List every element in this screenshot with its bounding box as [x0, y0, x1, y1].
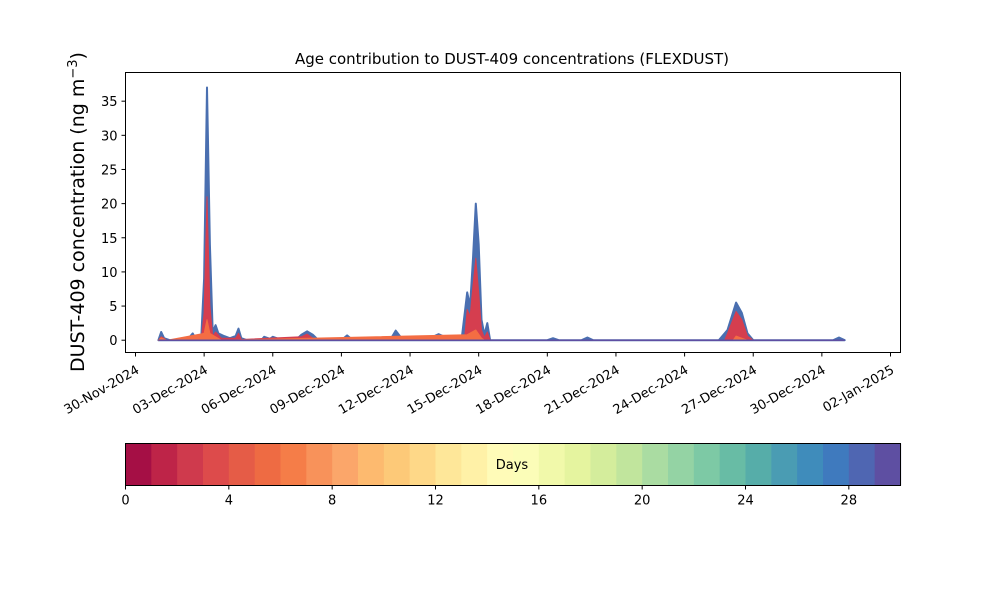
colorbar-bin [358, 443, 385, 486]
x-tick-label: 02-Jan-2025 [820, 363, 897, 416]
colorbar-bin [719, 443, 747, 486]
y-tick-label: 25 [101, 163, 118, 178]
x-tick-label: 30-Dec-2024 [748, 363, 828, 418]
colorbar-bin [306, 443, 333, 486]
x-tick-label: 03-Dec-2024 [130, 363, 210, 418]
y-axis-label: DUST-409 concentration (ng m−3) [66, 52, 89, 372]
colorbar-ticks: 0 4 8 12 16 20 24 28 [121, 485, 858, 509]
colorbar-tick-label: 0 [121, 494, 129, 509]
colorbar-bin [668, 443, 695, 486]
y-tick-label: 35 [101, 95, 118, 110]
colorbar-bin [228, 443, 256, 486]
y-tick-label: 30 [101, 129, 118, 144]
y-tick-label: 20 [101, 198, 118, 213]
colorbar-bin [797, 443, 824, 486]
colorbar-bin [874, 443, 902, 486]
colorbar-bin [745, 443, 772, 486]
colorbar-tick-label: 24 [737, 494, 754, 509]
x-tick-label: 24-Dec-2024 [611, 363, 691, 418]
plot-area [157, 86, 846, 342]
colorbar-bin [151, 443, 178, 486]
colorbar-bin [848, 443, 876, 486]
area-series-group [157, 86, 846, 342]
colorbar-bin [487, 443, 514, 486]
colorbar-bin [590, 443, 617, 486]
x-tick-label: 27-Dec-2024 [679, 363, 759, 418]
x-tick-label: 06-Dec-2024 [199, 363, 279, 418]
colorbar-bin [642, 443, 669, 486]
colorbar-bin [513, 443, 540, 486]
colorbar-bin [564, 443, 592, 486]
colorbar-bin [409, 443, 437, 486]
colorbar-bin [280, 443, 307, 486]
y-tick-label: 10 [101, 266, 118, 281]
colorbar-bin [461, 443, 488, 486]
colorbar-bin [332, 443, 359, 486]
colorbar-tick-label: 12 [427, 494, 444, 509]
colorbar-bin [435, 443, 462, 486]
colorbar [125, 443, 902, 486]
x-tick-label: 18-Dec-2024 [473, 363, 553, 418]
colorbar-bin [538, 443, 566, 486]
x-tick-label: 15-Dec-2024 [405, 363, 485, 418]
colorbar-bin [771, 443, 798, 486]
colorbar-bin [254, 443, 282, 486]
colorbar-bin [616, 443, 643, 486]
colorbar-label: Days [496, 458, 529, 473]
colorbar-bin [125, 443, 152, 486]
area-series-total [157, 86, 846, 342]
colorbar-tick-label: 4 [225, 494, 233, 509]
colorbar-tick-label: 8 [328, 494, 336, 509]
y-axis-label-close: ) [67, 52, 89, 59]
area-series-young [157, 196, 754, 341]
colorbar-bin [203, 443, 230, 486]
colorbar-tick-label: 28 [841, 494, 858, 509]
area-series-orange [157, 319, 748, 341]
y-axis-label-main: DUST-409 concentration (ng m [67, 79, 89, 372]
x-tick-label: 09-Dec-2024 [268, 363, 348, 418]
chart-title: Age contribution to DUST-409 concentrati… [295, 50, 729, 68]
x-tick-label: 12-Dec-2024 [336, 363, 416, 418]
colorbar-tick-label: 20 [634, 494, 651, 509]
colorbar-bin [693, 443, 721, 486]
x-axis-ticks: 30-Nov-202403-Dec-202406-Dec-202409-Dec-… [62, 352, 897, 418]
colorbar-bin [177, 443, 204, 486]
plot-frame [125, 72, 901, 353]
y-tick-label: 15 [101, 232, 118, 247]
colorbar-bin [823, 443, 850, 486]
colorbar-frame [125, 443, 901, 486]
y-tick-label: 5 [109, 300, 117, 315]
colorbar-bin [383, 443, 411, 486]
y-axis-label-superscript: −3 [66, 59, 81, 78]
x-tick-label: 21-Dec-2024 [542, 363, 622, 418]
y-axis-ticks: 0 5 10 15 20 25 30 35 [101, 95, 126, 349]
colorbar-tick-label: 16 [531, 494, 548, 509]
y-tick-label: 0 [109, 334, 117, 349]
